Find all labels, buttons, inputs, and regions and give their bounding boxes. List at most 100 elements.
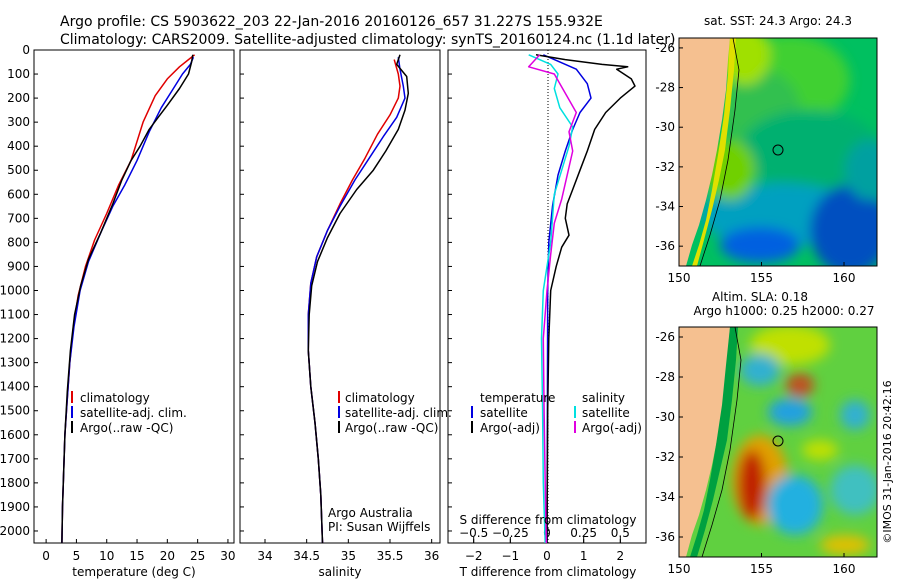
s-tick-label: −0.5 [459,526,488,540]
depth-tick-label: 1500 [0,404,30,418]
temperature-x-axis: 0 5 10 15 20 25 30 [42,539,236,563]
imos-stamp: ©IMOS 31-Jan-2016 20:42:16 [881,380,894,543]
depth-axis: 0 100 200 300 400 500 600 700 800 900 1000 1100 1200… [0,43,452,538]
series-line [307,57,406,544]
map-y-tick-label: -32 [655,450,675,464]
series-line [307,54,410,544]
temperature-legend: climatology satellite-adj. clim. Argo(..… [71,391,187,435]
depth-tick-label: 1400 [0,380,30,394]
sla-map [679,327,877,557]
difference-xlabel-top: S difference from climatology [460,513,637,527]
legend-s-argo: Argo(-adj) [582,421,642,435]
salinity-x-axis: 34 34.5 35 35.5 36 [257,539,439,563]
depth-tick-label: 2000 [0,524,30,538]
legend-argo: Argo(..raw -QC) [345,421,438,435]
x-tick-label: 35.5 [377,549,404,563]
sla-map-title-1: Altim. SLA: 0.18 [712,290,808,304]
x-tick-label: −1 [501,549,519,563]
map-y-tick-label: -34 [655,490,675,504]
depth-tick-label: 1600 [0,428,30,442]
x-tick-label: 0 [42,549,50,563]
float-marker [772,435,784,447]
map-x-tick-label: 155 [750,271,773,285]
depth-tick-label: 400 [7,139,30,153]
depth-tick-label: 1200 [0,332,30,346]
map-y-tick-label: -32 [655,160,675,174]
x-tick-label: −2 [465,549,483,563]
temperature-panel [33,49,235,544]
depth-tick-label: 700 [7,211,30,225]
legend-climatology: climatology [80,391,150,405]
map-y-tick-label: -30 [655,120,675,134]
x-tick-label: 1 [580,549,588,563]
map-x-tick-label: 160 [833,271,856,285]
legend-climatology: climatology [345,391,415,405]
x-tick-label: 30 [220,549,235,563]
depth-tick-label: 500 [7,163,30,177]
series-line [535,54,636,544]
map-y-tick-label: -28 [655,81,675,95]
depth-tick-label: 1800 [0,476,30,490]
difference-legend: temperature satellite Argo(-adj) salinit… [471,391,642,435]
legend-satellite: satellite-adj. clim. [80,406,187,420]
x-tick-label: 34 [257,549,272,563]
difference-xlabel: T difference from climatology [459,565,637,579]
depth-tick-label: 1900 [0,500,30,514]
x-tick-label: 15 [129,549,144,563]
map-y-tick-label: -26 [655,330,675,344]
map-y-tick-label: -30 [655,410,675,424]
legend-salinity-title: salinity [582,391,625,405]
header-line-2: Climatology: CARS2009. Satellite-adjuste… [60,32,675,48]
sst-map [679,38,877,266]
depth-tick-label: 1300 [0,356,30,370]
legend-t-argo: Argo(-adj) [480,421,540,435]
x-tick-label: 10 [99,549,114,563]
salinity-panel [239,49,441,544]
legend-temperature-title: temperature [480,391,555,405]
depth-tick-label: 200 [7,91,30,105]
depth-tick-label: 300 [7,115,30,129]
map-y-tick-label: -36 [655,239,675,253]
credit-line-2: PI: Susan Wijffels [328,520,430,534]
x-tick-label: 5 [73,549,81,563]
x-tick-label: 25 [190,549,205,563]
sst-map-title: sat. SST: 24.3 Argo: 24.3 [704,14,852,28]
depth-tick-label: 0 [22,43,30,57]
depth-tick-label: 1100 [0,308,30,322]
depth-tick-label: 1000 [0,283,30,297]
series-line [61,54,196,544]
salinity-xlabel: salinity [318,565,361,579]
x-tick-label: 20 [160,549,175,563]
float-marker [772,144,784,156]
sst-map-axes: 150 155 160 -26 -28 -30 -32 -34 -36 [655,41,855,285]
legend-argo: Argo(..raw -QC) [80,421,173,435]
map-x-tick-label: 150 [668,271,691,285]
x-tick-label: 2 [617,549,625,563]
map-x-tick-label: 155 [750,562,773,576]
depth-tick-label: 1700 [0,452,30,466]
x-tick-label: 34.5 [293,549,320,563]
s-tick-label: 0.25 [570,526,597,540]
series-line [61,54,194,544]
map-y-tick-label: -36 [655,530,675,544]
x-tick-label: 0 [543,549,551,563]
depth-tick-label: 100 [7,67,30,81]
series-line [61,56,195,544]
s-tick-label: −0.25 [492,526,529,540]
map-y-tick-label: -34 [655,200,675,214]
depth-tick-label: 800 [7,235,30,249]
salinity-series [307,54,410,544]
legend-t-satellite: satellite [480,406,528,420]
map-y-tick-label: -28 [655,370,675,384]
s-tick-label: 0.5 [611,526,630,540]
legend-s-satellite: satellite [582,406,630,420]
temperature-series [61,54,196,544]
x-tick-label: 36 [424,549,439,563]
map-x-tick-label: 160 [833,562,856,576]
difference-series [527,54,636,544]
series-line [527,54,578,544]
legend-satellite: satellite-adj. clim. [345,406,452,420]
map-y-tick-label: -26 [655,41,675,55]
depth-tick-label: 900 [7,259,30,273]
